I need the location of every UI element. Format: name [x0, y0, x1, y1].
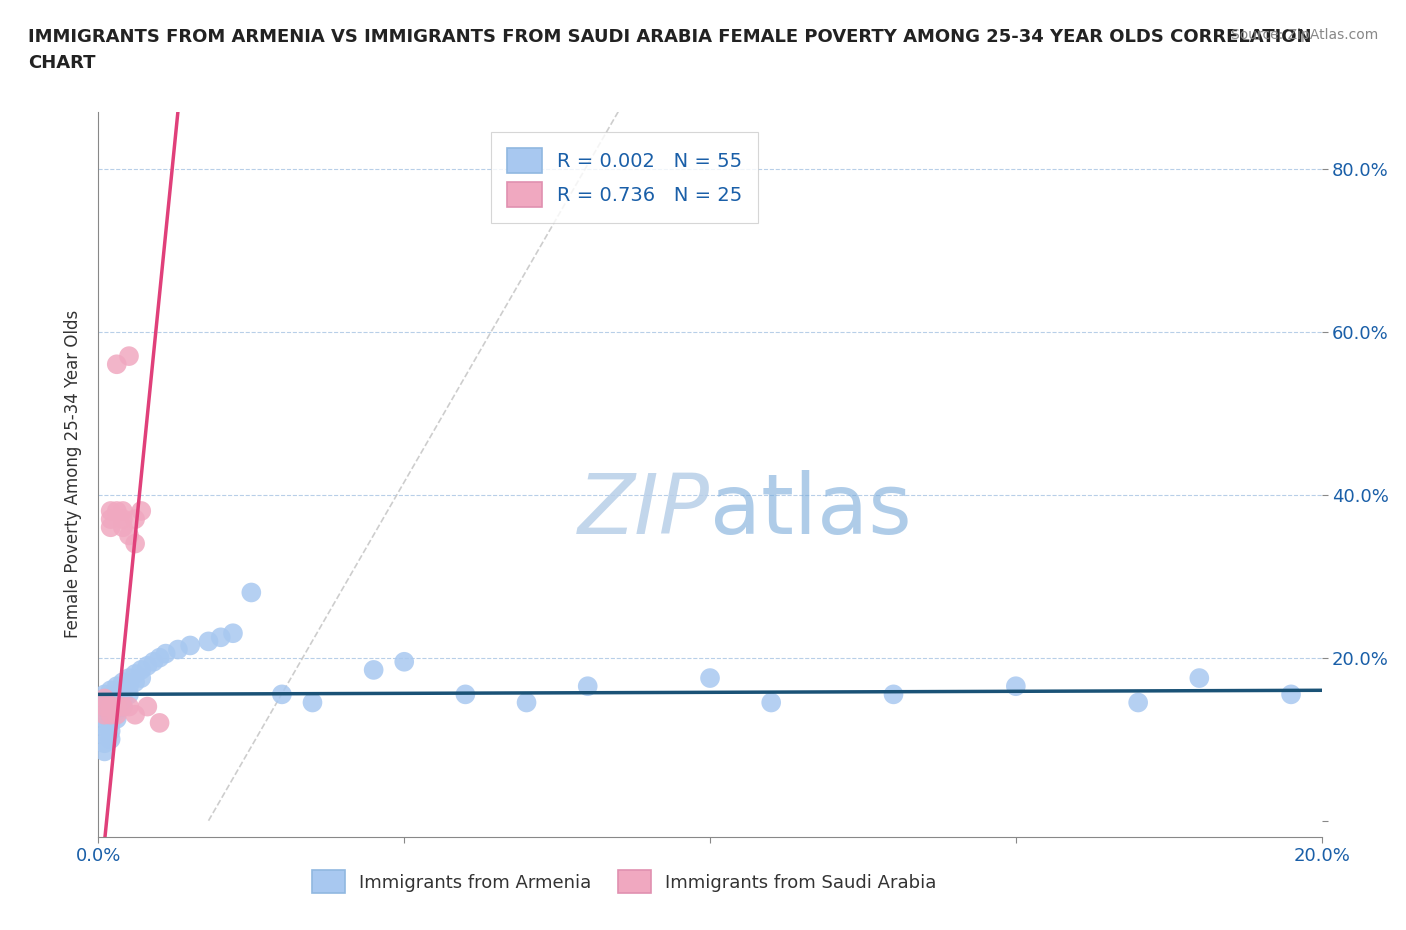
Point: [93, 727, 115, 742]
Point: [118, 671, 141, 685]
Point: [516, 695, 538, 710]
Point: [100, 699, 122, 714]
Point: [100, 715, 122, 730]
Text: IMMIGRANTS FROM ARMENIA VS IMMIGRANTS FROM SAUDI ARABIA FEMALE POVERTY AMONG 25-: IMMIGRANTS FROM ARMENIA VS IMMIGRANTS FR…: [28, 28, 1312, 73]
Point: [1188, 671, 1211, 685]
Point: [100, 724, 122, 738]
Legend: Immigrants from Armenia, Immigrants from Saudi Arabia: Immigrants from Armenia, Immigrants from…: [305, 863, 943, 900]
Point: [105, 687, 128, 702]
Point: [136, 699, 159, 714]
Point: [118, 349, 141, 364]
Text: ZIP: ZIP: [578, 470, 710, 551]
Point: [759, 695, 782, 710]
Point: [111, 520, 134, 535]
Point: [155, 646, 177, 661]
Point: [124, 708, 146, 723]
Point: [576, 679, 599, 694]
Point: [129, 671, 152, 685]
Point: [105, 703, 128, 718]
Point: [883, 687, 905, 702]
Text: Source: ZipAtlas.com: Source: ZipAtlas.com: [1230, 28, 1378, 42]
Point: [100, 708, 122, 723]
Point: [93, 699, 115, 714]
Point: [1128, 695, 1150, 710]
Point: [111, 512, 134, 526]
Point: [111, 699, 134, 714]
Point: [93, 703, 115, 718]
Point: [93, 691, 115, 706]
Point: [100, 699, 122, 714]
Point: [100, 520, 122, 535]
Point: [699, 671, 721, 685]
Y-axis label: Female Poverty Among 25-34 Year Olds: Female Poverty Among 25-34 Year Olds: [65, 311, 83, 638]
Point: [363, 662, 385, 677]
Point: [93, 736, 115, 751]
Point: [105, 699, 128, 714]
Point: [129, 662, 152, 677]
Point: [197, 634, 219, 649]
Point: [118, 687, 141, 702]
Point: [149, 715, 172, 730]
Point: [392, 655, 416, 670]
Point: [118, 679, 141, 694]
Point: [93, 695, 115, 710]
Point: [136, 658, 159, 673]
Point: [111, 674, 134, 689]
Point: [209, 630, 232, 644]
Point: [93, 744, 115, 759]
Point: [167, 642, 190, 657]
Point: [111, 503, 134, 518]
Point: [118, 528, 141, 543]
Point: [93, 720, 115, 735]
Point: [105, 679, 128, 694]
Point: [1279, 687, 1302, 702]
Point: [129, 503, 152, 518]
Point: [124, 667, 146, 682]
Point: [179, 638, 201, 653]
Point: [149, 650, 172, 665]
Point: [222, 626, 245, 641]
Point: [124, 674, 146, 689]
Point: [105, 357, 128, 372]
Point: [301, 695, 323, 710]
Point: [100, 503, 122, 518]
Point: [111, 691, 134, 706]
Point: [270, 687, 292, 702]
Point: [93, 708, 115, 723]
Point: [111, 683, 134, 698]
Point: [124, 512, 146, 526]
Point: [142, 655, 165, 670]
Point: [1004, 679, 1026, 694]
Point: [105, 708, 128, 723]
Point: [100, 691, 122, 706]
Point: [100, 683, 122, 698]
Text: atlas: atlas: [710, 470, 911, 551]
Point: [454, 687, 477, 702]
Point: [100, 732, 122, 747]
Point: [240, 585, 263, 600]
Point: [105, 711, 128, 726]
Point: [93, 711, 115, 726]
Point: [100, 512, 122, 526]
Point: [105, 695, 128, 710]
Point: [118, 699, 141, 714]
Point: [124, 536, 146, 551]
Point: [93, 687, 115, 702]
Point: [111, 699, 134, 714]
Point: [105, 503, 128, 518]
Point: [100, 708, 122, 723]
